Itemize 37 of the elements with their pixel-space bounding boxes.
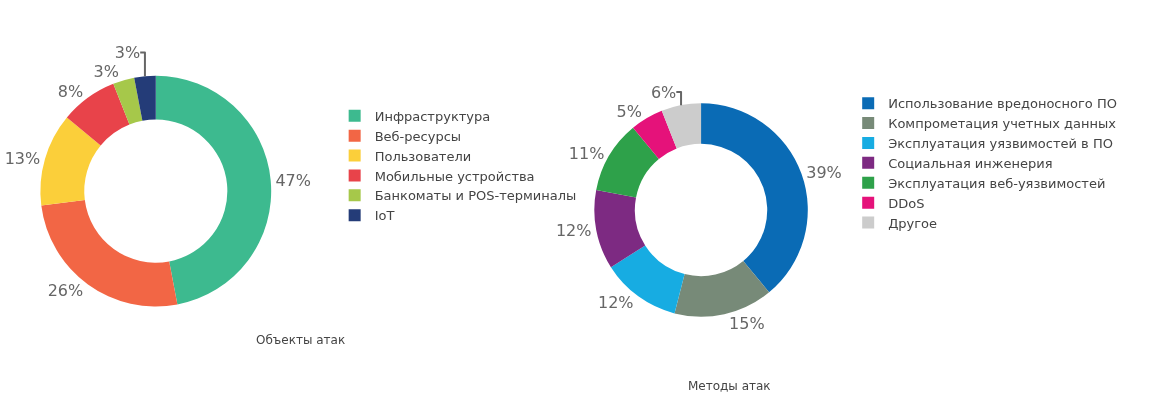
data-label: 11% [568, 143, 605, 163]
legend-label: Пользователи [374, 148, 472, 164]
legend-label: IoT [374, 208, 395, 224]
text: Методы атак [688, 379, 771, 393]
donut-slice [674, 260, 770, 317]
legend-label: Другое [888, 215, 938, 231]
data-label: 26% [47, 281, 84, 301]
legend-label: DDoS [888, 195, 925, 211]
donut-slice [113, 77, 143, 125]
donut-slice [701, 103, 808, 293]
text: Объекты атак [256, 333, 346, 347]
donut-slice [41, 200, 178, 307]
data-label: 3% [114, 43, 141, 63]
data-label: 12% [555, 220, 592, 240]
legend-label: Инфраструктура [374, 108, 491, 124]
legend-label: Мобильные устройства [374, 168, 535, 184]
donut-slice [134, 75, 156, 121]
data-label: 3% [93, 62, 119, 82]
data-label: 13% [4, 148, 41, 168]
data-label: 15% [729, 313, 765, 333]
donut-slice [594, 190, 646, 268]
legend-label: Использование вредоносного ПО [888, 96, 1117, 112]
data-label: 6% [650, 82, 677, 102]
data-label: 8% [57, 82, 84, 102]
donut-slice [40, 117, 101, 206]
legend-label: Банкоматы и POS-терминалы [374, 188, 577, 204]
donut-slice [661, 103, 702, 149]
data-label: 47% [275, 170, 311, 190]
legend-label: Компрометация учетных данных [888, 116, 1117, 132]
legend-label: Эксплуатация уязвимостей в ПО [888, 136, 1113, 152]
legend-label: Социальная инженерия [888, 155, 1053, 171]
donut-slice [155, 75, 272, 305]
data-label: 39% [806, 163, 842, 183]
data-label: 12% [598, 293, 634, 313]
data-label: 5% [616, 101, 642, 121]
legend-label: Веб-ресурсы [374, 128, 462, 144]
legend-label: Эксплуатация веб-уязвимостей [888, 175, 1106, 191]
